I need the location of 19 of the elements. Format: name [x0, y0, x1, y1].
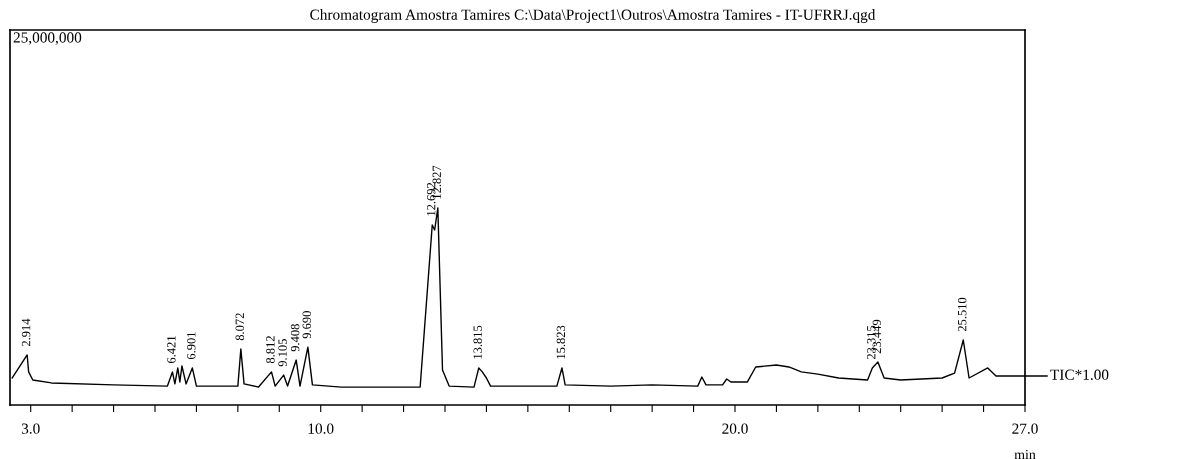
- x-tick-label: 10.0: [308, 423, 334, 434]
- chart-title: Chromatogram Amostra Tamires C:\Data\Project1\Outros\Amostra Tamires - IT-UFRRJ.qgd: [310, 9, 876, 23]
- annotation: 13.815: [473, 325, 482, 359]
- annotation: 6.421: [167, 336, 176, 364]
- annotation: 8.812: [266, 336, 275, 364]
- text: 25,000,000: [13, 32, 82, 45]
- annotation: 8.072: [235, 313, 245, 341]
- annotation: 6.901: [187, 332, 196, 360]
- annotation: 25.510: [957, 297, 967, 332]
- x-tick-label: 27.0: [1012, 423, 1038, 434]
- annotation: 9.105: [278, 339, 287, 367]
- x-axis-title: min: [1014, 449, 1036, 459]
- legend-label: TIC*1.00: [1050, 369, 1109, 380]
- annotation: 2.914: [21, 318, 31, 347]
- x-tick-label: 20.0: [722, 423, 748, 434]
- x-tick-label: 3.0: [21, 423, 40, 434]
- annotation: 9.408: [290, 324, 300, 352]
- annotation: 15.823: [556, 325, 566, 359]
- annotation: 9.690: [302, 311, 312, 339]
